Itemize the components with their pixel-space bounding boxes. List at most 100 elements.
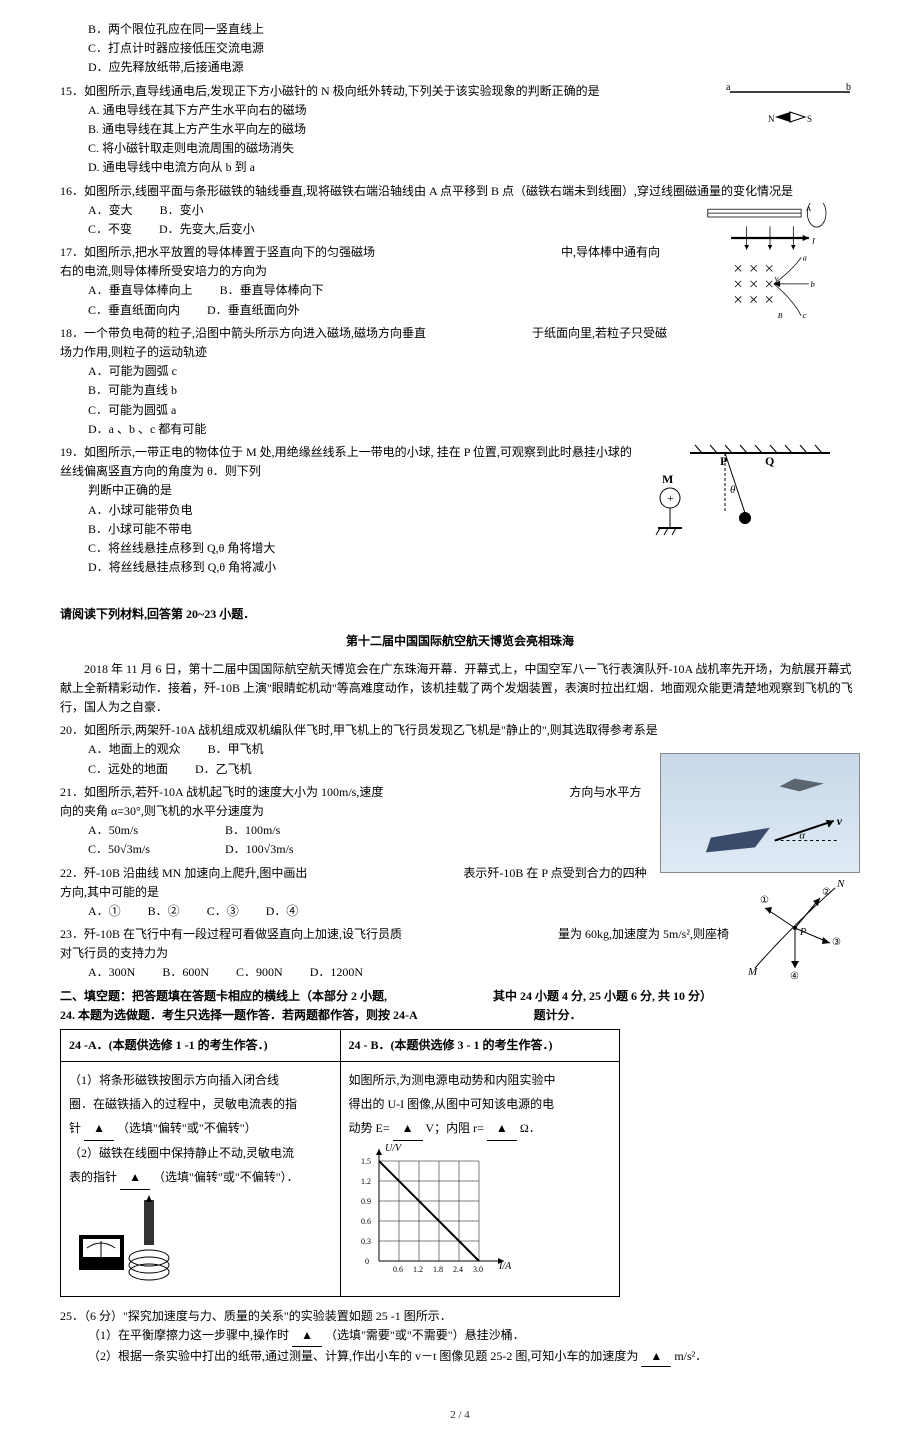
page-footer: 2 / 4 xyxy=(60,1407,860,1425)
q23-opt-d: D．1200N xyxy=(310,963,363,982)
svg-text:a: a xyxy=(726,82,731,93)
q20-opt-b: B．甲飞机 xyxy=(208,740,264,759)
q24b-blank2: ▲ xyxy=(487,1116,517,1141)
q18-opt-a: A．可能为圆弧 c xyxy=(88,362,860,381)
q15: a b N S 15．如图所示,直导线通电后,发现正下方小磁针的 N 极向纸外转… xyxy=(60,82,860,178)
svg-text:Q: Q xyxy=(765,454,774,468)
q24b-head: 24 - B．(本题供选修 3 - 1 的考生作答．) xyxy=(349,1038,553,1052)
svg-text:1.2: 1.2 xyxy=(361,1177,371,1186)
q24a-head: 24 -A．(本题供选修 1 -1 的考生作答．) xyxy=(69,1038,268,1052)
q22-stem-l: 22．歼-10B 沿曲线 MN 加速向上爬升,图中画出 xyxy=(60,866,307,880)
passage-p1: 2018 年 11 月 6 日，第十二届中国国际航空航天博览会在广东珠海开幕．开… xyxy=(60,660,860,718)
svg-text:0: 0 xyxy=(365,1257,369,1266)
q24b-p3-mid: V；内阻 r= xyxy=(425,1121,483,1135)
q22-opt-a: A．① xyxy=(88,902,121,921)
q-pre-opt-c: C．打点计时器应接低压交流电源 xyxy=(88,39,860,58)
svg-text:0.3: 0.3 xyxy=(361,1237,371,1246)
section2-sub: 24. 本题为选做题．考生只选择一题作答．若两题都作答，则按 24-A 题计分． xyxy=(60,1006,860,1025)
q25-blank2: ▲ xyxy=(641,1347,671,1367)
q17-opt-b: B．垂直导体棒向下 xyxy=(220,281,324,300)
q25-blank1: ▲ xyxy=(292,1326,322,1346)
q25-p2-pre: （2）根据一条实验中打出的纸带,通过测量、计算,作出小车的 v－t 图像见题 2… xyxy=(88,1349,638,1363)
q24b-p3-pre: 动势 E= xyxy=(349,1121,390,1135)
q21-stem-l: 21．如图所示,若歼-10A 战机起飞时的速度大小为 100m/s,速度 xyxy=(60,785,383,799)
q18-opt-c: C．可能为圆弧 a xyxy=(88,401,860,420)
passage-title: 第十二届中国国际航空航天博览会亮相珠海 xyxy=(60,632,860,651)
q16-opt-b: B．变小 xyxy=(160,201,204,220)
q19: 19．如图所示,一带正电的物体位于 M 处,用绝缘丝线系上一带电的小球, P Q… xyxy=(60,443,860,577)
q23-opt-a: A．300N xyxy=(88,963,135,982)
q24a-p1: （1）将条形磁铁按图示方向插入闭合线 xyxy=(69,1073,279,1087)
q20-opt-c: C．远处的地面 xyxy=(88,760,168,779)
sec2-sub: 24. 本题为选做题．考生只选择一题作答．若两题都作答，则按 24-A xyxy=(60,1008,418,1022)
svg-text:1.5: 1.5 xyxy=(361,1157,371,1166)
q15-figure: a b N S xyxy=(720,82,860,132)
sec2-l: 二、填空题：把答题填在答题卡相应的横线上（本部分 2 小题, xyxy=(60,989,387,1003)
q17-opt-d: D．垂直纸面向外 xyxy=(207,301,300,320)
q24a-blank1: ▲ xyxy=(84,1116,114,1141)
q20-stem: 20．如图所示,两架歼-10A 战机组成双机编队伴飞时,甲飞机上的飞行员发现乙飞… xyxy=(60,721,860,740)
svg-text:θ: θ xyxy=(730,484,736,496)
svg-text:2.4: 2.4 xyxy=(453,1265,463,1274)
q24-table: 24 -A．(本题供选修 1 -1 的考生作答．) 24 - B．(本题供选修 … xyxy=(60,1029,620,1297)
q20: 20．如图所示,两架歼-10A 战机组成双机编队伴飞时,甲飞机上的飞行员发现乙飞… xyxy=(60,721,860,779)
q16-opt-a: A．变大 xyxy=(88,201,133,220)
galvanometer-icon xyxy=(69,1190,199,1290)
q25-p2-post: m/s²． xyxy=(674,1349,707,1363)
svg-text:1.2: 1.2 xyxy=(413,1265,423,1274)
q22-opt-c: C．③ xyxy=(207,902,239,921)
q21-opt-b: B．100m/s xyxy=(225,821,280,840)
q23-opt-b: B．600N xyxy=(162,963,209,982)
q16-opt-c: C．不变 xyxy=(88,220,132,239)
svg-text:U/V: U/V xyxy=(385,1143,403,1154)
svg-text:0.6: 0.6 xyxy=(393,1265,403,1274)
q16-opt-d: D．先变大,后变小 xyxy=(159,220,255,239)
q24a-p5-post: （选填"偏转"或"不偏转"）． xyxy=(153,1170,299,1184)
svg-text:0.9: 0.9 xyxy=(361,1197,371,1206)
svg-text:b: b xyxy=(846,82,851,93)
q24a-cell: （1）将条形磁铁按图示方向插入闭合线 圈．在磁铁插入的过程中，灵敏电流表的指 针… xyxy=(61,1062,341,1297)
svg-text:0.6: 0.6 xyxy=(361,1217,371,1226)
sec2-sub-r: 题计分． xyxy=(534,1008,582,1022)
q25-p1-pre: （1）在平衡摩擦力这一步骤中,操作时 xyxy=(88,1328,289,1342)
q24a-blank2: ▲ xyxy=(120,1165,150,1190)
q24b-blank1: ▲ xyxy=(393,1116,423,1141)
q24b-p2: 得出的 U-I 图像,从图中可知该电源的电 xyxy=(349,1097,555,1111)
q18-opt-d: D．a 、b 、c 都有可能 xyxy=(88,420,860,439)
q25-p1-post: （选填"需要"或"不需要"）悬挂沙桶． xyxy=(325,1328,525,1342)
q24a-p5-pre: 表的指针 xyxy=(69,1170,117,1184)
ui-graph: U/V I/A 0 0.3 0.6 0.9 1.2 1.5 xyxy=(349,1141,519,1281)
reading-intro: 请阅读下列材料,回答第 20~23 小题． xyxy=(60,605,860,624)
q24b-p3-post: Ω． xyxy=(520,1121,541,1135)
q18-stem-l: 18．一个带负电荷的粒子,沿图中箭头所示方向进入磁场,磁场方向垂直 xyxy=(60,326,426,340)
q15-opt-d: D. 通电导线中电流方向从 b 到 a xyxy=(88,158,860,177)
svg-text:+: + xyxy=(667,491,674,505)
svg-text:3.0: 3.0 xyxy=(473,1265,483,1274)
q22: 22．歼-10B 沿曲线 MN 加速向上爬升,图中画出 表示歼-10B 在 P … xyxy=(60,864,860,922)
q21-opt-a: A．50m/s xyxy=(88,821,198,840)
q23-opt-c: C．900N xyxy=(236,963,283,982)
q16: 16．如图所示,线圈平面与条形磁铁的轴线垂直,现将磁铁右端沿轴线由 A 点平移到… xyxy=(60,182,860,240)
q20-opt-d: D．乙飞机 xyxy=(195,760,252,779)
q16-stem: 16．如图所示,线圈平面与条形磁铁的轴线垂直,现将磁铁右端沿轴线由 A 点平移到… xyxy=(60,182,860,201)
q23: 23．歼-10B 在飞行中有一段过程可看做竖直向上加速,设飞行员质 量为 60k… xyxy=(60,925,860,983)
svg-text:N: N xyxy=(768,114,775,124)
q-pre-opt-d: D．应先释放纸带,后接通电源 xyxy=(88,58,860,77)
q21: 21．如图所示,若歼-10A 战机起飞时的速度大小为 100m/s,速度 方向与… xyxy=(60,783,860,860)
q21-opt-d: D．100√3m/s xyxy=(225,840,294,859)
q-pre-opt-b: B．两个限位孔应在同一竖直线上 xyxy=(88,20,860,39)
svg-text:1.8: 1.8 xyxy=(433,1265,443,1274)
q19-opt-d: D．将丝线悬挂点移到 Q,θ 角将减小 xyxy=(88,558,860,577)
q22-opt-b: B．② xyxy=(148,902,180,921)
q15-opt-c: C. 将小磁针取走则电流周围的磁场消失 xyxy=(88,139,860,158)
q18: 18．一个带负电荷的粒子,沿图中箭头所示方向进入磁场,磁场方向垂直 于纸面向里,… xyxy=(60,324,860,439)
section2-header: 二、填空题：把答题填在答题卡相应的横线上（本部分 2 小题, 其中 24 小题 … xyxy=(60,987,860,1006)
svg-text:M: M xyxy=(662,472,673,486)
q18-opt-b: B．可能为直线 b xyxy=(88,381,860,400)
svg-text:S: S xyxy=(807,114,812,124)
q19-figure: P Q θ + M xyxy=(650,443,840,543)
q24b-cell: 如图所示,为测电源电动势和内阻实验中 得出的 U-I 图像,从图中可知该电源的电… xyxy=(340,1062,620,1297)
q23-stem-l: 23．歼-10B 在飞行中有一段过程可看做竖直向上加速,设飞行员质 xyxy=(60,927,402,941)
q17-opt-a: A．垂直导体棒向上 xyxy=(88,281,193,300)
q20-opt-a: A．地面上的观众 xyxy=(88,740,181,759)
